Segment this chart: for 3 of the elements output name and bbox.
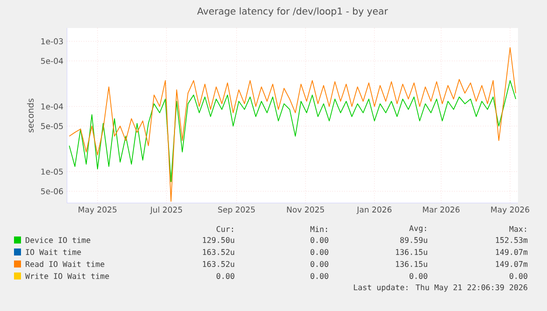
- y-axis-title: seconds: [27, 98, 34, 132]
- line-series: [68, 80, 516, 182]
- chart-title: Average latency for /dev/loop1 - by year: [197, 7, 388, 16]
